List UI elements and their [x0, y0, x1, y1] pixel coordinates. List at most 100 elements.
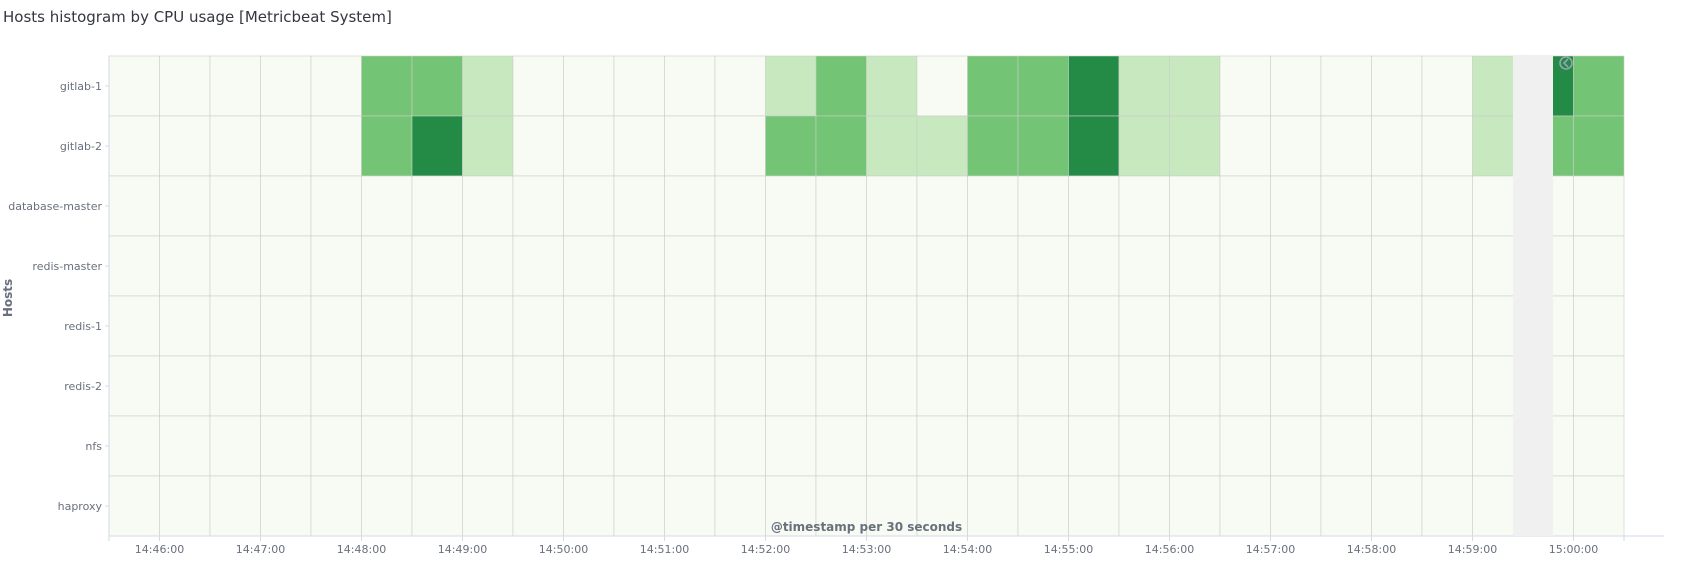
heatmap-cell[interactable] — [613, 415, 665, 477]
heatmap-cell[interactable] — [866, 235, 918, 297]
heatmap-cell[interactable] — [1118, 115, 1170, 177]
heatmap-cell[interactable] — [1169, 55, 1221, 117]
heatmap-cell[interactable] — [815, 355, 867, 417]
heatmap-cell[interactable] — [563, 295, 615, 357]
heatmap-cell[interactable] — [866, 115, 918, 177]
heatmap-cell[interactable] — [1371, 175, 1423, 237]
heatmap-cell[interactable] — [1573, 235, 1625, 297]
heatmap-cell[interactable] — [714, 295, 766, 357]
heatmap-cell[interactable] — [260, 175, 312, 237]
heatmap-cell[interactable] — [159, 475, 211, 537]
heatmap-cell[interactable] — [1118, 175, 1170, 237]
heatmap-cell[interactable] — [1270, 235, 1322, 297]
heatmap-cell[interactable] — [563, 115, 615, 177]
heatmap-cell[interactable] — [563, 355, 615, 417]
heatmap-cell[interactable] — [1017, 355, 1069, 417]
heatmap-cell[interactable] — [664, 115, 716, 177]
heatmap-cell[interactable] — [462, 235, 514, 297]
heatmap-cell[interactable] — [108, 115, 160, 177]
heatmap-cell[interactable] — [310, 55, 362, 117]
heatmap-cell[interactable] — [1169, 235, 1221, 297]
heatmap-cell[interactable] — [159, 55, 211, 117]
heatmap-cell[interactable] — [916, 115, 968, 177]
heatmap-cell[interactable] — [613, 55, 665, 117]
heatmap-cell[interactable] — [714, 475, 766, 537]
heatmap-cell[interactable] — [714, 235, 766, 297]
heatmap-cell[interactable] — [1219, 355, 1271, 417]
heatmap-cell[interactable] — [1169, 415, 1221, 477]
heatmap-cell[interactable] — [462, 115, 514, 177]
heatmap-cell[interactable] — [411, 175, 463, 237]
heatmap-cell[interactable] — [310, 355, 362, 417]
heatmap-cell[interactable] — [613, 295, 665, 357]
heatmap-cell[interactable] — [967, 115, 1019, 177]
heatmap-cell[interactable] — [1219, 115, 1271, 177]
heatmap-cell[interactable] — [108, 355, 160, 417]
heatmap-cell[interactable] — [1219, 175, 1271, 237]
heatmap-cell[interactable] — [512, 115, 564, 177]
heatmap-cell[interactable] — [1219, 475, 1271, 537]
heatmap-cell[interactable] — [310, 175, 362, 237]
heatmap-cell[interactable] — [916, 415, 968, 477]
heatmap-cell[interactable] — [967, 355, 1019, 417]
heatmap-cell[interactable] — [1320, 175, 1372, 237]
heatmap-cell[interactable] — [411, 55, 463, 117]
heatmap-cell[interactable] — [411, 415, 463, 477]
heatmap-cell[interactable] — [209, 415, 261, 477]
heatmap-cell[interactable] — [462, 415, 514, 477]
heatmap-cell[interactable] — [1068, 415, 1120, 477]
heatmap-cell[interactable] — [512, 415, 564, 477]
heatmap-cell[interactable] — [159, 415, 211, 477]
heatmap-cell[interactable] — [1219, 415, 1271, 477]
heatmap-cell[interactable] — [563, 415, 615, 477]
heatmap-cell[interactable] — [462, 175, 514, 237]
heatmap-cell[interactable] — [1270, 475, 1322, 537]
heatmap-cell[interactable] — [108, 475, 160, 537]
heatmap-cell[interactable] — [866, 415, 918, 477]
heatmap-cell[interactable] — [916, 355, 968, 417]
heatmap-cell[interactable] — [462, 475, 514, 537]
heatmap-cell[interactable] — [563, 55, 615, 117]
heatmap-cell[interactable] — [714, 115, 766, 177]
heatmap-cell[interactable] — [1017, 115, 1069, 177]
heatmap-cell[interactable] — [1573, 475, 1625, 537]
heatmap-cell[interactable] — [664, 355, 716, 417]
heatmap-cell[interactable] — [1320, 415, 1372, 477]
heatmap-cell[interactable] — [512, 175, 564, 237]
heatmap-cell[interactable] — [765, 475, 817, 537]
heatmap-cell[interactable] — [260, 55, 312, 117]
heatmap-cell[interactable] — [1219, 55, 1271, 117]
heatmap-cell[interactable] — [1371, 115, 1423, 177]
heatmap-cell[interactable] — [866, 55, 918, 117]
heatmap-cell[interactable] — [765, 355, 817, 417]
heatmap-cell[interactable] — [1421, 175, 1473, 237]
heatmap-cell[interactable] — [411, 115, 463, 177]
heatmap-cell[interactable] — [310, 415, 362, 477]
heatmap-cell[interactable] — [209, 55, 261, 117]
heatmap-cell[interactable] — [1270, 175, 1322, 237]
heatmap-cell[interactable] — [765, 175, 817, 237]
heatmap-cell[interactable] — [1421, 475, 1473, 537]
heatmap-cell[interactable] — [361, 415, 413, 477]
heatmap-cell[interactable] — [361, 175, 413, 237]
heatmap-cell[interactable] — [512, 355, 564, 417]
heatmap-cell[interactable] — [714, 355, 766, 417]
heatmap-cell[interactable] — [664, 295, 716, 357]
heatmap-cell[interactable] — [361, 115, 413, 177]
heatmap-cell[interactable] — [310, 115, 362, 177]
heatmap-cell[interactable] — [967, 295, 1019, 357]
heatmap-cell[interactable] — [1068, 175, 1120, 237]
heatmap-cell[interactable] — [1068, 295, 1120, 357]
heatmap-cell[interactable] — [1320, 115, 1372, 177]
heatmap-cell[interactable] — [1421, 295, 1473, 357]
heatmap-cell[interactable] — [1371, 415, 1423, 477]
heatmap-cell[interactable] — [462, 295, 514, 357]
heatmap-cell[interactable] — [1270, 355, 1322, 417]
heatmap-cell[interactable] — [260, 475, 312, 537]
heatmap-cell[interactable] — [462, 355, 514, 417]
heatmap-cell[interactable] — [209, 115, 261, 177]
heatmap-cell[interactable] — [361, 475, 413, 537]
heatmap-cell[interactable] — [664, 475, 716, 537]
heatmap-cell[interactable] — [159, 175, 211, 237]
heatmap-cell[interactable] — [310, 295, 362, 357]
